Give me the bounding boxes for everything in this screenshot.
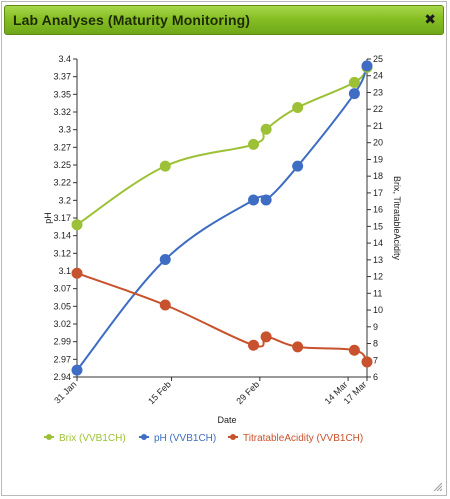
ph-series-line: [76, 65, 368, 371]
chart-area: 3.4 3.37 3.35 3.32 3.3 3.27 3.25 3.22 3.2 3.17 3.1…: [2, 40, 446, 465]
ph-legend-marker: [141, 434, 147, 440]
x-axis-title: Date: [217, 415, 236, 425]
brix-data-point: [260, 123, 272, 135]
left-tick-label: 3.37: [53, 72, 71, 82]
left-tick-label: 3.17: [53, 213, 71, 223]
resize-grip-icon[interactable]: [432, 481, 442, 491]
left-tick-label: 3.07: [53, 284, 71, 294]
right-tick-label: 8: [373, 339, 378, 349]
dialog-titlebar[interactable]: Lab Analyses (Maturity Monitoring) ✖: [4, 5, 444, 35]
brix-data-point: [248, 138, 260, 150]
left-axis-title: pH: [43, 212, 53, 224]
brix-legend-marker: [46, 434, 52, 440]
brix-series-line: [76, 66, 368, 226]
ph-legend-label: pH (VVB1CH): [154, 433, 216, 444]
titratableacidity-data-point: [71, 267, 83, 279]
left-tick-label: 3.4: [58, 54, 71, 64]
maturity-chart: 3.43.373.353.323.33.273.253.223.23.173.1…: [43, 54, 402, 444]
left-tick-label: 2.97: [53, 354, 71, 364]
left-tick-label: 3.12: [53, 248, 71, 258]
left-tick-label: 3.1: [58, 266, 71, 276]
x-tick-label: 29 Feb: [234, 379, 261, 406]
brix-data-point: [292, 102, 304, 114]
left-tick-label: 3.27: [53, 142, 71, 152]
brix-data-point: [159, 160, 171, 172]
right-tick-label: 9: [373, 322, 378, 332]
right-tick-label: 22: [373, 104, 383, 114]
ph-data-point: [348, 88, 360, 100]
right-tick-label: 14: [373, 238, 383, 248]
titratableacidity-data-point: [248, 339, 260, 351]
ph-data-point: [71, 364, 83, 376]
left-tick-label: 3.22: [53, 178, 71, 188]
right-tick-label: 23: [373, 87, 383, 97]
left-tick-label: 3.25: [53, 160, 71, 170]
left-tick-label: 2.94: [53, 372, 71, 382]
x-tick-label: 15 Feb: [146, 379, 173, 406]
left-tick-label: 3.3: [58, 125, 71, 135]
right-tick-label: 21: [373, 121, 383, 131]
ph-data-point: [292, 160, 304, 172]
titratableacidity-data-point: [292, 341, 304, 353]
brix-legend-label: Brix (VVB1CH): [59, 433, 126, 444]
left-tick-label: 3.14: [53, 231, 71, 241]
left-tick-label: 2.99: [53, 337, 71, 347]
right-tick-label: 13: [373, 255, 383, 265]
titratableacidity-data-point: [348, 344, 360, 356]
left-tick-label: 3.32: [53, 107, 71, 117]
ph-data-point: [248, 194, 260, 206]
titratableacidity-data-point: [260, 331, 272, 343]
chart-axes: 3.43.373.353.323.33.273.253.223.23.173.1…: [43, 54, 402, 425]
x-tick-label: 31 Jan: [52, 379, 78, 405]
chart-points: [71, 60, 373, 376]
chart-lines: [76, 65, 368, 371]
titratableacidity-data-point: [361, 356, 373, 368]
left-tick-label: 3.2: [58, 195, 71, 205]
right-tick-label: 11: [373, 288, 382, 298]
dialog-title: Lab Analyses (Maturity Monitoring): [13, 12, 251, 28]
titratableacidity-legend-label: TitratableAcidity (VVB1CH): [243, 433, 363, 444]
ph-data-point: [361, 60, 373, 72]
right-tick-label: 17: [373, 188, 383, 198]
titratableacidity-data-point: [159, 299, 171, 311]
right-axis-title: Brix, TitratableAcidity: [392, 176, 402, 261]
right-tick-label: 24: [373, 71, 383, 81]
right-tick-label: 25: [373, 54, 383, 64]
right-tick-label: 10: [373, 305, 383, 315]
chart-legend: Brix (VVB1CH) pH (VVB1CH) TitratableAcidit…: [44, 433, 363, 444]
left-tick-label: 3.02: [53, 319, 71, 329]
titratableacidity-series-line: [76, 272, 368, 363]
right-tick-label: 6: [373, 372, 378, 382]
close-icon[interactable]: ✖: [424, 12, 436, 28]
right-tick-label: 18: [373, 171, 383, 181]
brix-data-point: [71, 219, 83, 231]
right-tick-label: 19: [373, 154, 383, 164]
left-tick-label: 3.35: [53, 89, 71, 99]
brix-data-point: [348, 76, 360, 88]
left-tick-label: 3.05: [53, 301, 71, 311]
right-tick-label: 16: [373, 205, 383, 215]
right-tick-label: 15: [373, 221, 383, 231]
right-tick-label: 20: [373, 138, 383, 148]
ph-data-point: [260, 194, 272, 206]
titratableacidity-legend-marker: [230, 434, 236, 440]
right-tick-label: 12: [373, 272, 383, 282]
ph-data-point: [159, 253, 171, 265]
right-tick-label: 7: [373, 355, 378, 365]
